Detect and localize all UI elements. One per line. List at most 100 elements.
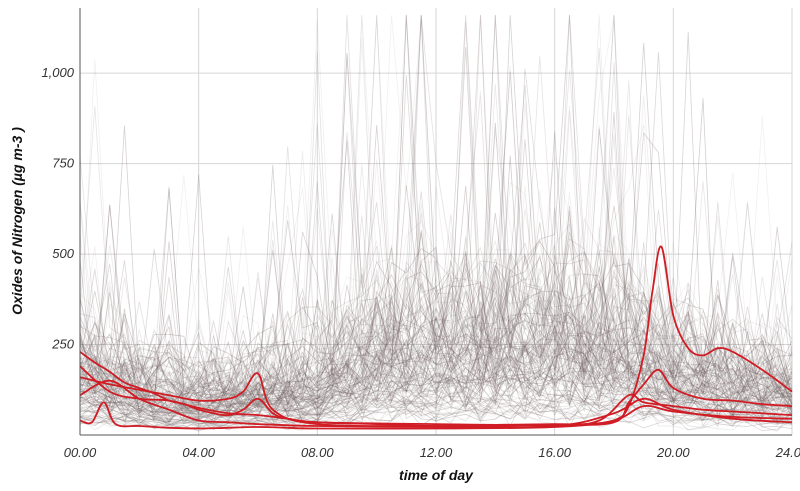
background-series-line — [79, 233, 793, 420]
background-series-line — [79, 286, 793, 407]
background-series-line — [79, 268, 793, 416]
highlighted-series-lines — [79, 245, 793, 430]
background-series-line — [79, 58, 793, 405]
background-series-line — [79, 341, 793, 427]
y-tick-label: 250 — [51, 337, 74, 352]
background-series-line — [79, 364, 793, 425]
background-series-line — [79, 315, 793, 425]
y-tick-label: 500 — [52, 246, 74, 261]
background-series-line — [79, 331, 793, 422]
background-series-line — [79, 131, 793, 406]
background-series-line — [79, 71, 793, 407]
x-tick-label: 04.00 — [182, 445, 215, 460]
background-series-line — [79, 315, 793, 429]
background-series-line — [79, 52, 793, 394]
background-series-line — [79, 268, 793, 404]
background-series-line — [79, 212, 793, 395]
background-series-line — [79, 235, 793, 418]
background-series-line — [79, 37, 793, 404]
background-series-line — [79, 15, 793, 405]
background-series-line — [79, 202, 793, 396]
y-tick-labels: 250 500 750 1,000 — [41, 65, 74, 351]
background-series-line — [79, 80, 793, 417]
y-tick-label: 1,000 — [41, 65, 74, 80]
background-series-line — [79, 122, 793, 418]
background-series-line — [79, 300, 793, 412]
background-series-line — [79, 95, 793, 399]
grid — [80, 8, 793, 435]
background-series-line — [79, 259, 793, 407]
background-series-line — [79, 331, 793, 427]
background-series-line — [79, 344, 793, 421]
background-series-line — [79, 15, 793, 387]
background-series-line — [79, 124, 793, 412]
background-series-line — [79, 299, 793, 419]
background-series-line — [79, 90, 793, 414]
background-series-line — [79, 365, 793, 426]
highlighted-series-line — [79, 401, 793, 430]
background-series-line — [79, 374, 793, 428]
x-tick-label: 08.00 — [301, 445, 334, 460]
background-series-line — [79, 132, 793, 416]
background-series-line — [79, 250, 793, 425]
background-series-line — [79, 280, 793, 415]
background-series-line — [79, 351, 793, 412]
background-series-line — [79, 340, 793, 424]
background-series-line — [79, 334, 793, 410]
background-series-line — [79, 287, 793, 419]
background-series-line — [79, 341, 793, 422]
background-series-line — [79, 15, 793, 416]
background-series-line — [79, 377, 793, 432]
background-series-line — [79, 46, 793, 397]
x-tick-label: 16.00 — [538, 445, 571, 460]
background-series-line — [79, 277, 793, 411]
x-axis-title: time of day — [399, 467, 474, 483]
background-series-line — [79, 255, 793, 407]
background-series-line — [79, 398, 793, 427]
background-series-line — [79, 277, 793, 405]
background-series-line — [79, 279, 793, 409]
background-series-line — [79, 397, 793, 428]
background-series-line — [79, 174, 793, 415]
background-series-line — [79, 236, 793, 422]
background-series-line — [79, 212, 793, 414]
background-series-line — [79, 405, 793, 429]
background-series-line — [79, 55, 793, 400]
background-series-line — [79, 339, 793, 413]
background-series-line — [79, 84, 793, 399]
background-series-line — [79, 42, 793, 411]
background-series-line — [79, 31, 793, 405]
background-series-line — [79, 98, 793, 420]
background-series-line — [79, 140, 793, 402]
background-series-line — [79, 275, 793, 416]
background-series-line — [79, 324, 793, 423]
background-series-line — [79, 325, 793, 408]
background-series-line — [79, 341, 793, 416]
background-series-line — [79, 155, 793, 425]
background-series-line — [79, 355, 793, 430]
background-series-line — [79, 217, 793, 410]
background-series-line — [79, 280, 793, 424]
x-tick-labels: 00.00 04.00 08.00 12.00 16.00 20.00 24.00 — [64, 445, 800, 460]
background-series-line — [79, 181, 793, 398]
background-series-line — [79, 190, 793, 416]
background-series-line — [79, 134, 793, 409]
x-tick-label: 12.00 — [420, 445, 453, 460]
background-series-line — [79, 246, 793, 415]
background-series-line — [79, 387, 793, 430]
x-tick-label: 20.00 — [656, 445, 690, 460]
background-series-line — [79, 263, 793, 401]
background-series-line — [79, 15, 793, 408]
y-tick-label: 750 — [52, 156, 74, 171]
background-series-line — [79, 15, 793, 413]
background-series-line — [79, 238, 793, 400]
background-series-line — [79, 15, 793, 390]
background-series-line — [79, 273, 793, 382]
background-series-line — [79, 208, 793, 393]
highlighted-series-line — [79, 379, 793, 429]
background-series-line — [79, 224, 793, 421]
background-series-line — [79, 191, 793, 417]
background-series-line — [79, 279, 793, 390]
background-series-line — [79, 112, 793, 401]
background-series-line — [79, 15, 793, 403]
